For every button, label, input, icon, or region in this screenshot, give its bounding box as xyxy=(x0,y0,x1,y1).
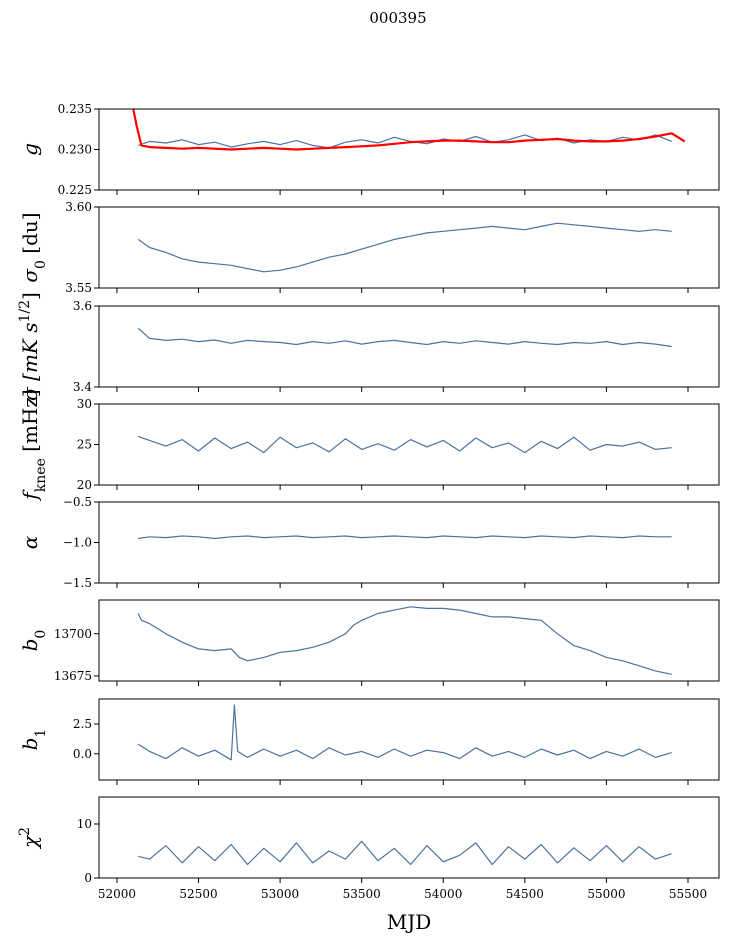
y-tick-label-fknee-1: 25 xyxy=(77,438,92,452)
plot-frame-fknee xyxy=(98,403,720,486)
plot-frame-chi2 xyxy=(98,796,720,879)
plot-frame-g xyxy=(98,108,720,191)
plot-frame-sigma xyxy=(98,305,720,388)
panel-sigma: 3.4 3.6 σ [mK s1/2] xyxy=(17,292,720,401)
series-line-fknee-0 xyxy=(138,435,672,454)
y-axis-label-chi2: χ2 xyxy=(17,827,42,850)
x-tick-label-1: 52500 xyxy=(179,887,217,901)
y-tick-label-b1-0: 0.0 xyxy=(73,747,92,761)
x-axis-label: MJD xyxy=(387,910,432,934)
y-tick-label-sigma-0: 3.4 xyxy=(73,380,92,394)
y-tick-label-b0-0: 13675 xyxy=(54,669,92,683)
series-line-chi2-0 xyxy=(138,840,672,866)
series-line-sigma-0 xyxy=(137,327,672,348)
x-tick-label-2: 53000 xyxy=(261,887,299,901)
y-axis-label-alpha: α xyxy=(18,535,42,549)
series-line-alpha-0 xyxy=(138,535,672,540)
y-axis-label-sigma: σ [mK s1/2] xyxy=(17,292,42,401)
panel-g: 0.225 0.230 0.235 g xyxy=(18,102,720,197)
x-tick-label-3: 53500 xyxy=(343,887,381,901)
plot-frame-sigma0 xyxy=(98,206,720,289)
series-line-sigma0-0 xyxy=(137,222,672,273)
x-tick-label-4: 54000 xyxy=(424,887,462,901)
panel-fknee: 20 25 30 fknee [mHz] xyxy=(18,389,720,502)
y-tick-label-sigma0-1: 3.60 xyxy=(65,200,92,214)
series-line-b0-0 xyxy=(137,606,672,675)
y-tick-label-sigma-1: 3.6 xyxy=(73,299,92,313)
y-tick-label-g-2: 0.235 xyxy=(58,102,92,116)
panel-sigma0: 3.55 3.60 σ0 [du] xyxy=(18,200,720,295)
x-tick-label-7: 55500 xyxy=(669,887,707,901)
y-tick-label-b0-1: 13700 xyxy=(54,627,92,641)
x-tick-label-6: 55000 xyxy=(587,887,625,901)
panel-chi2: 0 10 52000 52500 53000 53500 54000 54500 55000 55… xyxy=(17,796,720,901)
y-axis-label-b0: b0 xyxy=(18,630,49,652)
y-tick-label-g-0: 0.225 xyxy=(58,183,92,197)
y-axis-label-g: g xyxy=(18,143,42,156)
plot-frame-alpha xyxy=(98,501,720,584)
y-tick-label-b1-1: 2.5 xyxy=(73,717,92,731)
x-tick-label-5: 54500 xyxy=(506,887,544,901)
y-tick-label-sigma0-0: 3.55 xyxy=(65,281,92,295)
panels: 0.225 0.230 0.235 g 3.55 3.60 σ0 [du] 3.4 3.6 σ [… xyxy=(17,102,720,901)
figure-title: 000395 xyxy=(369,9,426,27)
plot-frame-b1 xyxy=(98,698,720,781)
y-tick-label-fknee-0: 20 xyxy=(77,478,92,492)
x-tick-label-0: 52000 xyxy=(98,887,136,901)
panel-alpha: −1.5 −1.0 −0.5 α xyxy=(18,495,720,590)
y-tick-label-chi2-1: 10 xyxy=(77,817,92,831)
panel-b1: 0.0 2.5 b1 xyxy=(18,698,720,785)
y-tick-label-chi2-0: 0 xyxy=(84,871,92,885)
panel-b0: 13675 13700 b0 xyxy=(18,599,720,686)
y-axis-label-fknee: fknee [mHz] xyxy=(18,389,49,501)
y-tick-label-fknee-2: 30 xyxy=(77,397,92,411)
plot-frame-b0 xyxy=(98,599,720,682)
y-tick-label-g-1: 0.230 xyxy=(58,143,92,157)
y-tick-label-alpha-0: −1.5 xyxy=(63,576,92,590)
y-axis-label-sigma0: σ0 [du] xyxy=(18,212,49,282)
series-line-g-1 xyxy=(132,109,686,151)
y-tick-label-alpha-2: −0.5 xyxy=(63,495,92,509)
series-line-b1-0 xyxy=(137,704,672,761)
y-axis-label-b1: b1 xyxy=(18,729,49,751)
y-tick-label-alpha-1: −1.0 xyxy=(63,536,92,550)
